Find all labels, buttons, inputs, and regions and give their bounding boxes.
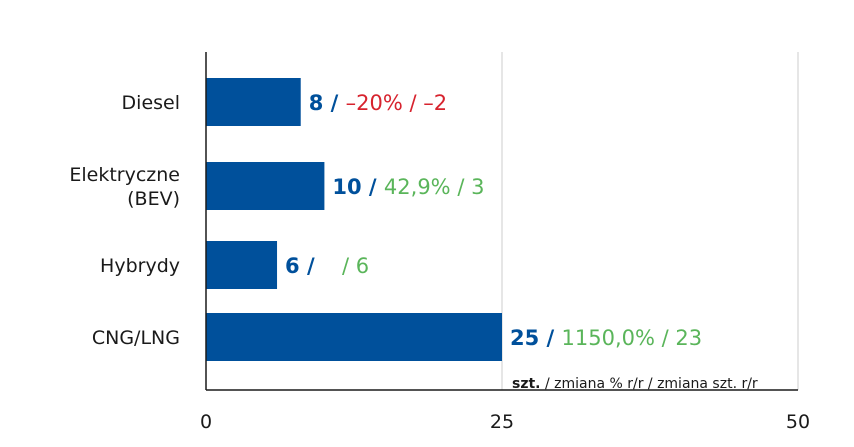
units-note-rest: / zmiana % r/r / zmiana szt. r/r <box>541 376 758 392</box>
value-label: 10 / 42,9% / 3 <box>332 175 484 199</box>
bar <box>206 162 325 210</box>
value-abs-change: 3 <box>471 175 484 199</box>
value-separator: / <box>539 326 561 350</box>
value-abs-change: 23 <box>675 326 702 350</box>
category-label: Diesel <box>122 92 180 114</box>
value-amount: 8 <box>309 91 324 115</box>
category-label-line: Elektryczne <box>69 164 180 186</box>
value-amount: 10 <box>332 175 361 199</box>
value-abs-change: 6 <box>356 254 369 278</box>
value-label: 25 / 1150,0% / 23 <box>510 326 702 350</box>
value-pct-change: 1150,0% <box>562 326 655 350</box>
category-label-line: Diesel <box>122 92 180 114</box>
value-pct-change: 42,9% <box>384 175 451 199</box>
value-labels: 8 / –20% / –2 10 / 42,9% / 3 6 / / 6 25 / 1… <box>285 91 702 350</box>
category-label-line: (BEV) <box>127 188 180 210</box>
bars <box>206 78 502 361</box>
x-tick-label: 50 <box>786 411 810 433</box>
category-label: Hybrydy <box>100 255 180 277</box>
value-separator: / <box>403 91 423 115</box>
bar <box>206 313 502 361</box>
value-separator: / <box>655 326 675 350</box>
category-label: Elektryczne (BEV) <box>69 164 180 210</box>
value-amount: 6 <box>285 254 300 278</box>
value-separator: / <box>323 91 345 115</box>
category-label: CNG/LNG <box>92 327 180 349</box>
category-label-line: CNG/LNG <box>92 327 180 349</box>
x-axis: 0 25 50 <box>200 52 810 433</box>
value-separator: / <box>300 254 322 278</box>
value-label: 8 / –20% / –2 <box>309 91 447 115</box>
value-pct-change <box>322 254 335 278</box>
value-pct-change: –20% <box>346 91 403 115</box>
x-tick-label: 0 <box>200 411 212 433</box>
bar <box>206 78 301 126</box>
value-amount: 25 <box>510 326 539 350</box>
category-label-line: Hybrydy <box>100 255 180 277</box>
units-note: szt. / zmiana % r/r / zmiana szt. r/r <box>512 376 758 392</box>
value-abs-change: –2 <box>423 91 447 115</box>
value-separator: / <box>451 175 471 199</box>
value-separator: / <box>335 254 355 278</box>
category-labels: Diesel Elektryczne (BEV) Hybrydy CNG/LNG <box>69 92 180 349</box>
value-separator: / <box>362 175 384 199</box>
value-label: 6 / / 6 <box>285 254 369 278</box>
units-note-bold: szt. <box>512 376 541 392</box>
x-tick-label: 25 <box>490 411 514 433</box>
bar <box>206 241 278 289</box>
